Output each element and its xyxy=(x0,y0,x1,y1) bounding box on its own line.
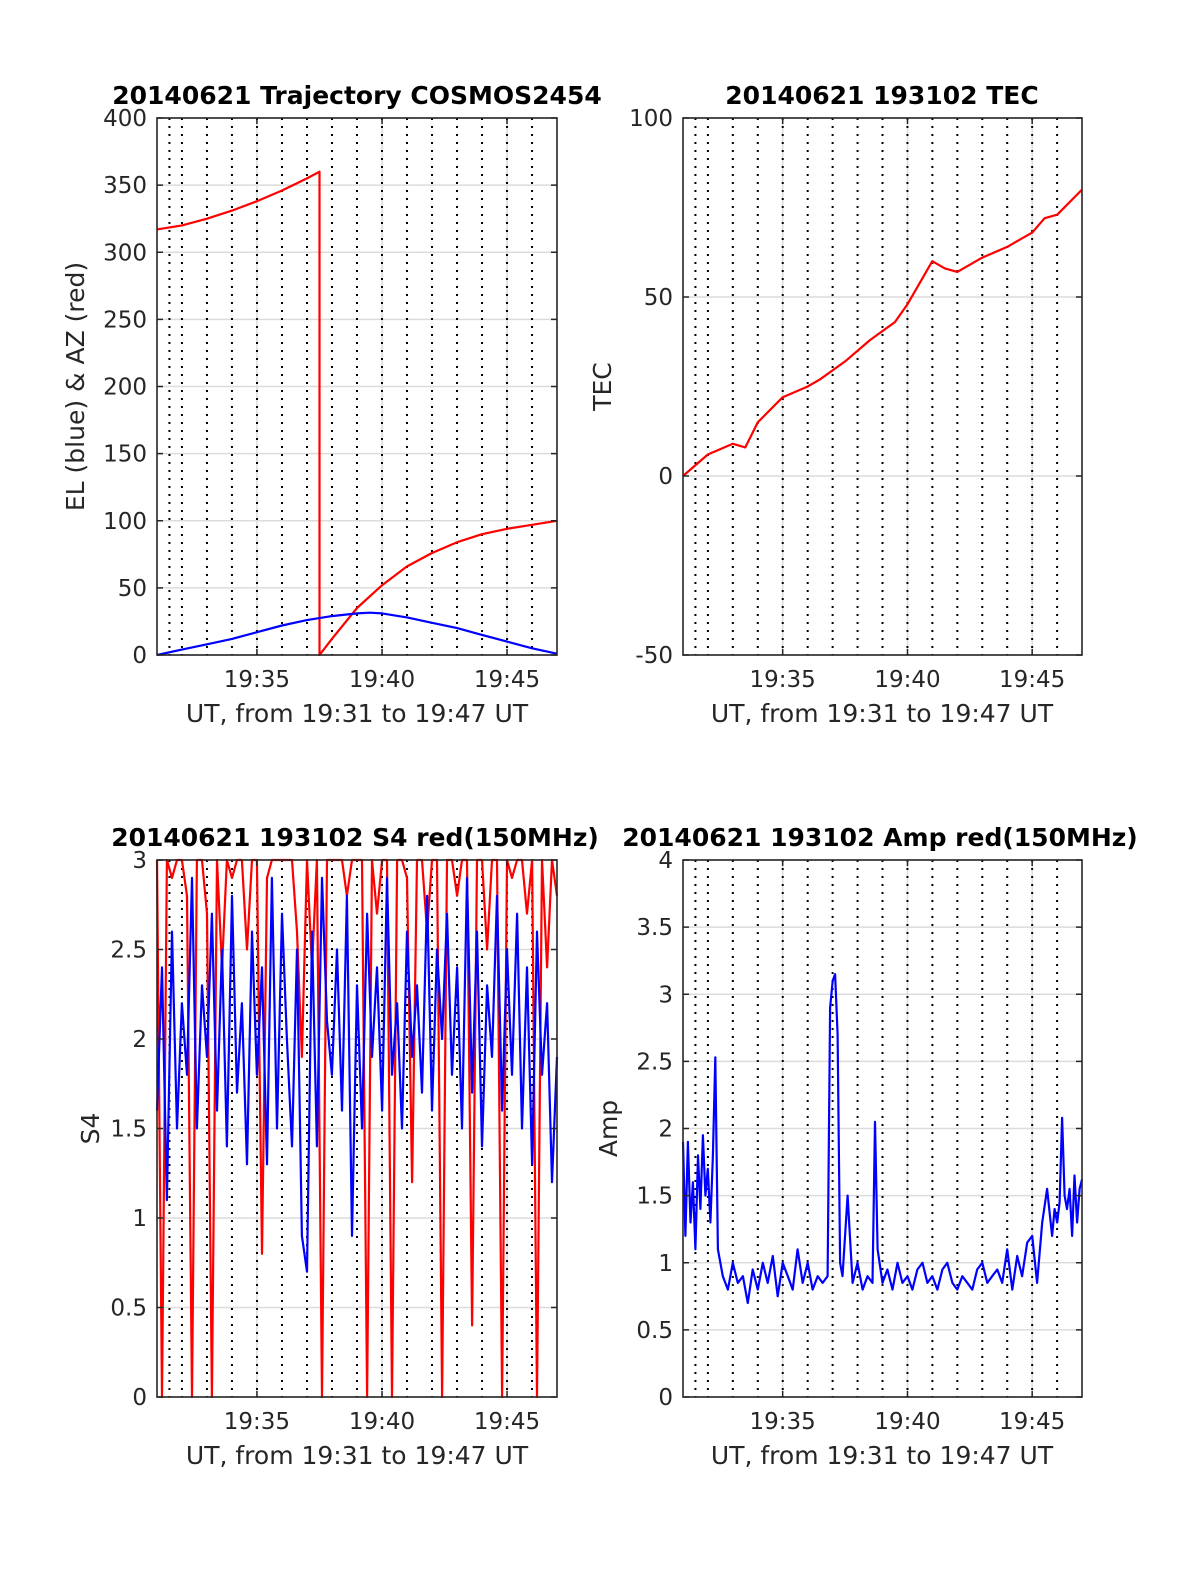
y-tick-label: 350 xyxy=(103,173,147,199)
y-tick-label: 1 xyxy=(132,1206,147,1232)
y-tick-label: 400 xyxy=(103,106,147,132)
x-tick-label: 19:35 xyxy=(750,1409,816,1435)
y-tick-label: 100 xyxy=(103,509,147,535)
vertical-dotted-lines xyxy=(694,860,1059,1397)
y-tick-label: 2.5 xyxy=(636,1049,673,1075)
y-tick-label: 100 xyxy=(629,106,673,132)
x-tick-label: 19:35 xyxy=(224,1409,290,1435)
x-tick-label: 19:35 xyxy=(224,667,290,693)
x-tick-label: 19:40 xyxy=(349,1409,415,1435)
series-layer xyxy=(681,972,1084,1305)
y-tick-label: 0 xyxy=(132,1385,147,1411)
y-tick-label: 2 xyxy=(658,1117,673,1143)
series-line-1 xyxy=(155,876,559,1273)
axes-frame xyxy=(682,117,1083,656)
y-tick-label: 1.5 xyxy=(110,1117,147,1143)
chart-title: 20140621 Trajectory COSMOS2454 xyxy=(112,81,602,110)
x-tick-label: 19:40 xyxy=(874,1409,940,1435)
y-tick-label: 3 xyxy=(132,848,147,874)
series-layer xyxy=(156,170,558,657)
y-tick-label: 0.5 xyxy=(110,1296,147,1322)
y-tick-label: 1 xyxy=(658,1251,673,1277)
x-tick-label: 19:45 xyxy=(999,667,1065,693)
x-tick-label: 19:35 xyxy=(750,667,816,693)
y-tick-label: 200 xyxy=(103,375,147,401)
x-tick-label: 19:45 xyxy=(999,1409,1065,1435)
y-tick-label: 4 xyxy=(658,848,673,874)
x-tick-label: 19:45 xyxy=(474,667,540,693)
y-tick-label: 3.5 xyxy=(636,915,673,941)
y-tick-label: 300 xyxy=(103,240,147,266)
y-tick-label: -50 xyxy=(635,643,673,669)
chart-title: 20140621 193102 TEC xyxy=(725,81,1038,110)
y-tick-label: 0 xyxy=(658,1385,673,1411)
y-tick-label: 50 xyxy=(644,285,673,311)
tick-layer: 0 0.5 1 1.5 2 2.5 3 3.5 4 19:35 19:40 19:45 xyxy=(636,848,1082,1435)
x-tick-label: 19:45 xyxy=(474,1409,540,1435)
y-axis-label: TEC xyxy=(588,362,617,412)
y-tick-label: 3 xyxy=(658,982,673,1008)
x-axis-label: UT, from 19:31 to 19:47 UT xyxy=(186,699,529,728)
chart-title: 20140621 193102 Amp red(150MHz) xyxy=(622,823,1138,852)
x-axis-label: UT, from 19:31 to 19:47 UT xyxy=(186,1441,529,1470)
series-line-0 xyxy=(156,170,558,657)
panel-amp: 0 0.5 1 1.5 2 2.5 3 3.5 4 19:35 19:40 19:45 2014062… xyxy=(594,823,1138,1470)
x-tick-label: 19:40 xyxy=(874,667,940,693)
tick-layer: 0 0.5 1 1.5 2 2.5 3 19:35 19:40 19:45 xyxy=(110,848,557,1435)
y-axis-label: Amp xyxy=(594,1100,623,1157)
vertical-dotted-lines xyxy=(694,118,1059,655)
chart-title: 20140621 193102 S4 red(150MHz) xyxy=(111,823,599,852)
panel-s4: 0 0.5 1 1.5 2 2.5 3 19:35 19:40 19:45 20140621 19… xyxy=(76,823,599,1470)
y-axis-label: EL (blue) & AZ (red) xyxy=(61,262,90,511)
y-tick-label: 2 xyxy=(132,1027,147,1053)
y-tick-label: 0 xyxy=(132,643,147,669)
y-tick-label: 0.5 xyxy=(636,1318,673,1344)
y-tick-label: 0 xyxy=(658,464,673,490)
series-layer xyxy=(682,188,1083,477)
series-line-0 xyxy=(682,188,1083,477)
series-line-0 xyxy=(681,972,1084,1305)
x-axis-label: UT, from 19:31 to 19:47 UT xyxy=(711,1441,1054,1470)
x-axis-label: UT, from 19:31 to 19:47 UT xyxy=(711,699,1054,728)
y-tick-label: 150 xyxy=(103,442,147,468)
panel-tec: -50 0 50 100 19:35 19:40 19:45 20140621 193102… xyxy=(588,81,1083,728)
y-tick-label: 250 xyxy=(103,307,147,333)
series-line-1 xyxy=(156,611,558,657)
axes-box xyxy=(682,117,1083,656)
y-tick-label: 2.5 xyxy=(110,938,147,964)
tick-layer: -50 0 50 100 19:35 19:40 19:45 xyxy=(629,106,1082,693)
vertical-dotted-lines xyxy=(168,118,534,655)
tick-layer: 0 50 100 150 200 250 300 350 400 19:35 19:40 19:45 xyxy=(103,106,557,693)
y-tick-label: 50 xyxy=(118,576,147,602)
y-axis-label: S4 xyxy=(76,1113,105,1145)
y-tick-label: 1.5 xyxy=(636,1184,673,1210)
x-tick-label: 19:40 xyxy=(349,667,415,693)
